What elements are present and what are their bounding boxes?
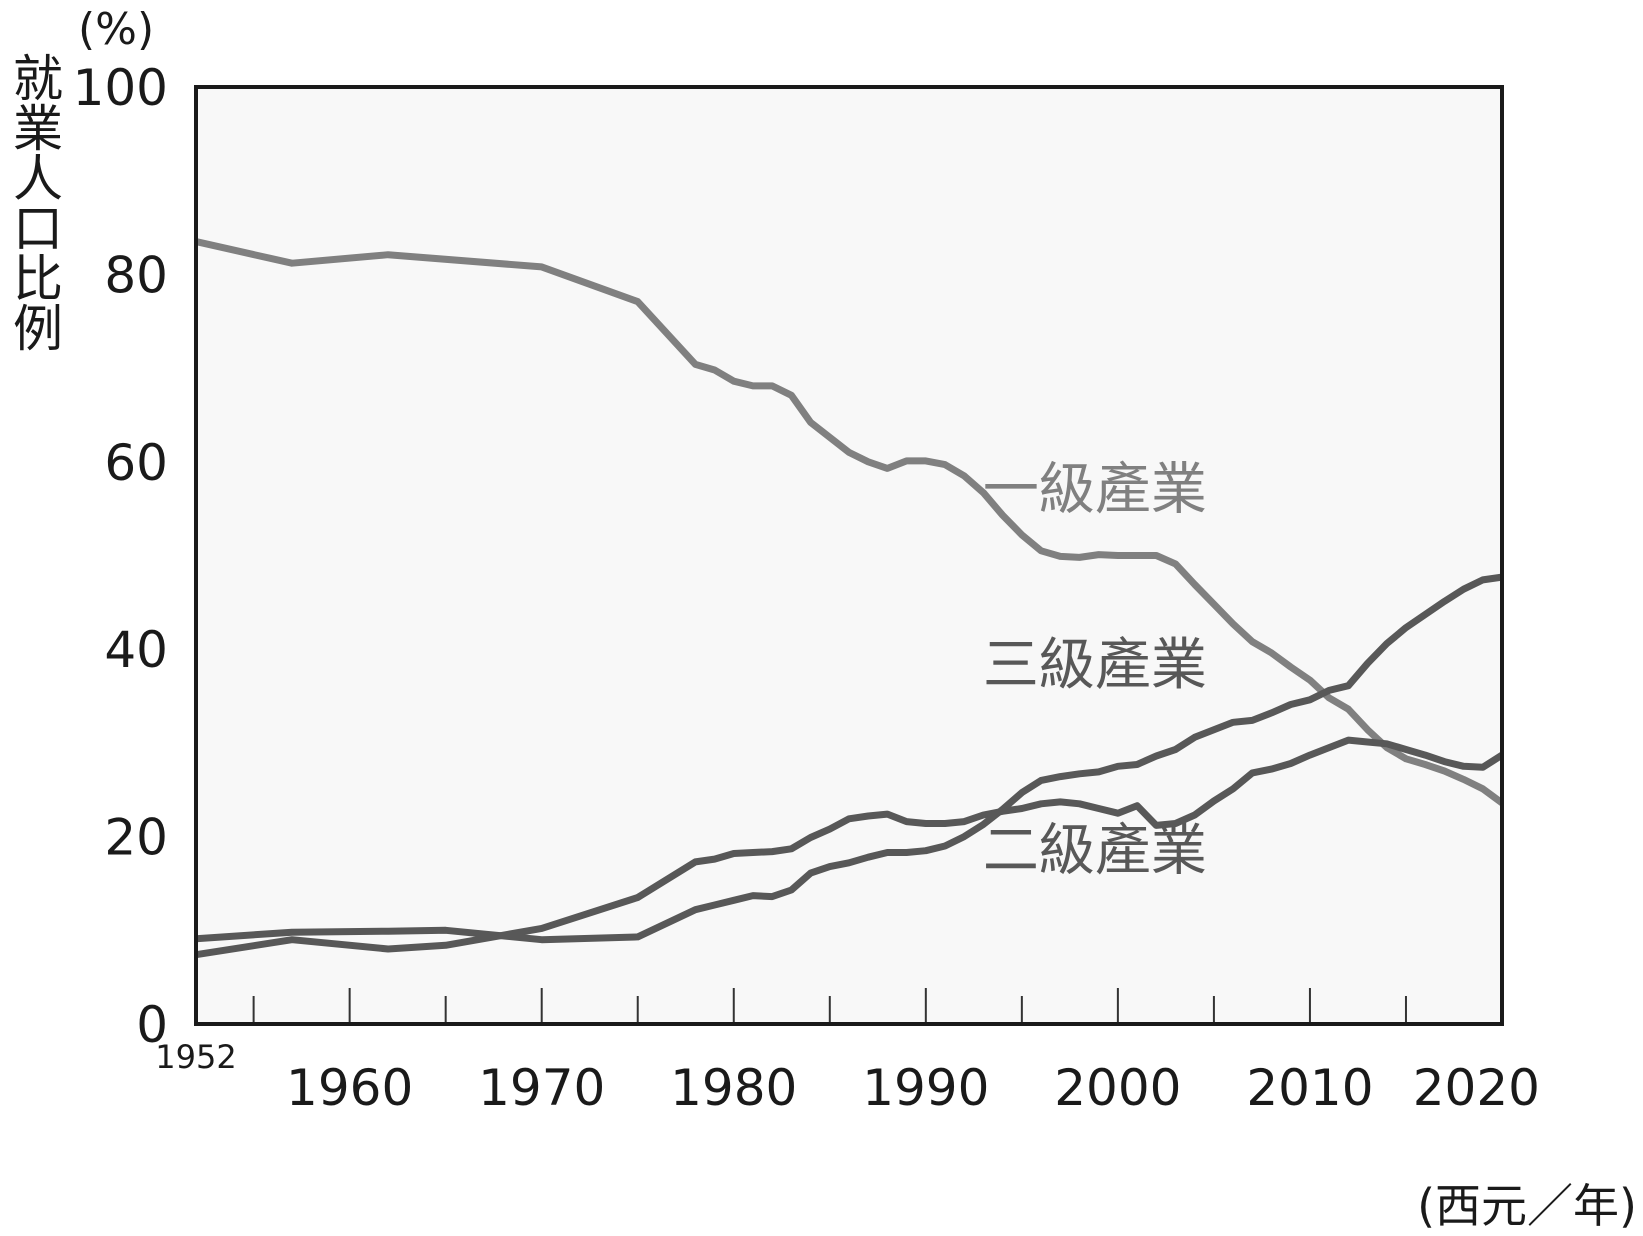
series-line-3 (195, 573, 1503, 944)
series-line-1 (195, 238, 1505, 806)
x-tick-label-2010: 2010 (1246, 1059, 1373, 1117)
y-tick-label-100: 100 (73, 59, 168, 117)
y-tick-label-20: 20 (104, 809, 168, 867)
y-axis-title: 就業人口比例 (5, 52, 63, 352)
series-line-2 (195, 736, 1504, 959)
x-tick-label-2000: 2000 (1054, 1059, 1181, 1117)
x-start-label: 1952 (155, 1038, 236, 1076)
y-tick-label-0: 0 (136, 996, 168, 1054)
plot-frame (194, 85, 1504, 1026)
x-tick-label-1960: 1960 (286, 1059, 413, 1117)
x-axis-tick-labels: 1960 1970 1980 1990 2000 2010 2020 1952 (155, 1038, 1540, 1117)
series-label-1: 一級產業 (983, 458, 1207, 523)
x-tick-label-2020: 2020 (1413, 1059, 1540, 1117)
y-axis-unit: (%) (78, 4, 155, 55)
x-axis-ticks (252, 988, 1407, 1024)
y-axis-tick-labels: 0 20 40 60 80 100 (73, 59, 168, 1054)
y-tick-label-60: 60 (104, 434, 168, 492)
x-tick-label-1980: 1980 (670, 1059, 797, 1117)
x-axis-unit: (西元／年) (1417, 1179, 1637, 1233)
y-tick-label-40: 40 (104, 621, 168, 679)
y-tick-label-80: 80 (104, 246, 168, 304)
series-label-3: 三級產業 (983, 633, 1207, 698)
plot-background (196, 87, 1502, 1024)
series-label-2: 二級產業 (983, 818, 1207, 883)
x-tick-label-1970: 1970 (478, 1059, 605, 1117)
x-tick-label-1990: 1990 (862, 1059, 989, 1117)
series-layer (195, 238, 1505, 959)
